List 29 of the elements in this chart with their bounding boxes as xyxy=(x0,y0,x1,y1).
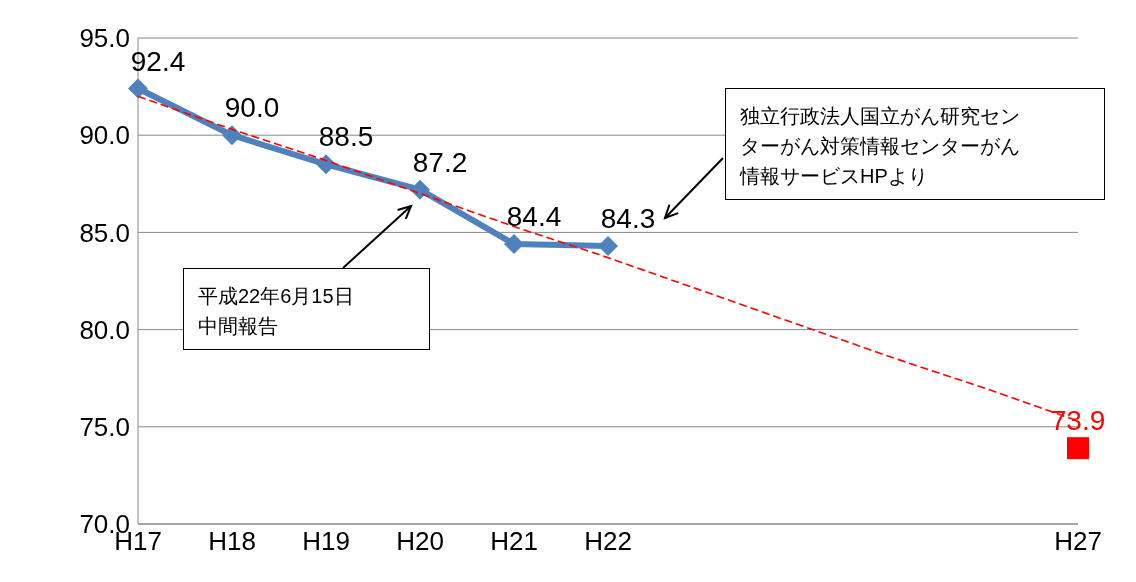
point xyxy=(410,179,430,200)
x-tick-label: H20 xyxy=(396,526,444,557)
y-tick-label: 95.0 xyxy=(79,23,130,54)
y-tick-label: 90.0 xyxy=(79,120,130,151)
annotation: 独立行政法人国立がん研究センターがん対策情報センターがん情報サービスHPより xyxy=(740,104,1021,189)
x-tick-label: H27 xyxy=(1054,526,1102,557)
annotation: 平成22年6月15日中間報告 xyxy=(198,284,355,339)
x-tick-label: H21 xyxy=(490,526,538,557)
point xyxy=(1067,437,1089,460)
y-tick-label: 75.0 xyxy=(79,412,130,443)
note-box: 独立行政法人国立がん研究センターがん対策情報センターがん情報サービスHPより xyxy=(725,88,1105,200)
point xyxy=(504,234,524,255)
x-tick-label: H22 xyxy=(584,526,632,557)
data-label: 84.3 xyxy=(600,203,656,235)
data-label: 90.0 xyxy=(224,92,280,124)
point xyxy=(598,236,618,257)
point xyxy=(128,78,148,99)
data-label: 87.2 xyxy=(412,146,468,178)
point xyxy=(222,125,242,146)
note-box: 平成22年6月15日中間報告 xyxy=(183,268,430,350)
y-tick-label: 85.0 xyxy=(79,217,130,248)
point xyxy=(316,154,336,175)
data-label: 73.9 xyxy=(1050,405,1106,437)
x-tick-label: H18 xyxy=(208,526,256,557)
y-tick-label: 80.0 xyxy=(79,314,130,345)
data-label: 84.4 xyxy=(506,201,562,233)
data-label: 88.5 xyxy=(318,121,374,153)
x-tick-label: H19 xyxy=(302,526,350,557)
data-label: 92.4 xyxy=(130,45,186,77)
